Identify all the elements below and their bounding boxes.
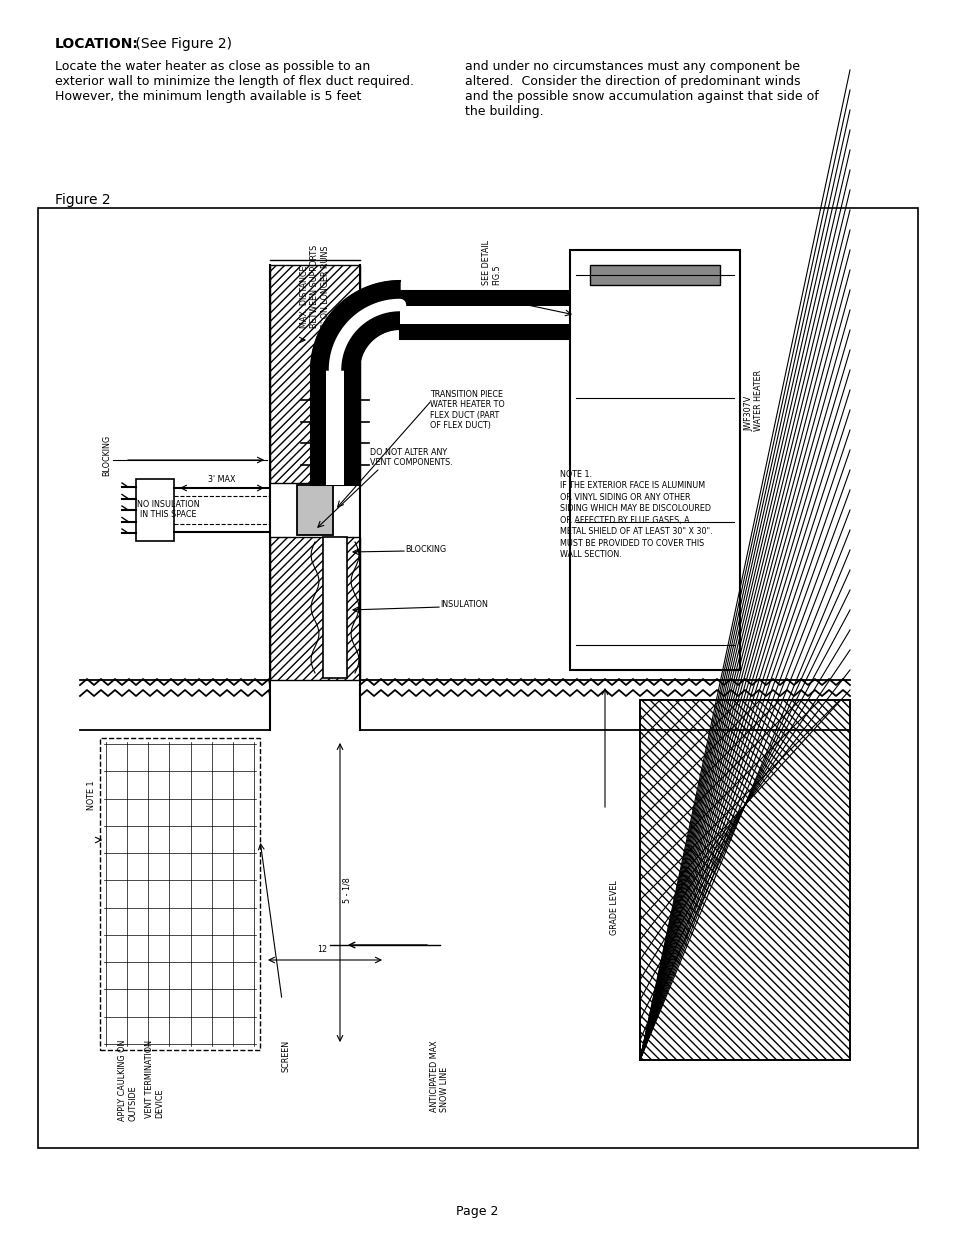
- Text: GRADE LEVEL: GRADE LEVEL: [609, 881, 618, 935]
- Bar: [270, 266, 359, 483]
- Text: LOCATION:: LOCATION:: [55, 37, 139, 51]
- Text: altered.  Consider the direction of predominant winds: altered. Consider the direction of predo…: [464, 75, 800, 88]
- Bar: [326, 370, 344, 485]
- Text: VENT TERMINATION
DEVICE: VENT TERMINATION DEVICE: [145, 1040, 164, 1118]
- Bar: [270, 537, 359, 680]
- Bar: [136, 479, 173, 541]
- Polygon shape: [311, 282, 399, 370]
- Text: and the possible snow accumulation against that side of: and the possible snow accumulation again…: [464, 90, 818, 103]
- Text: Locate the water heater as close as possible to an: Locate the water heater as close as poss…: [55, 61, 370, 73]
- Text: DO NOT ALTER ANY
VENT COMPONENTS.: DO NOT ALTER ANY VENT COMPONENTS.: [370, 448, 453, 467]
- Bar: [323, 537, 347, 678]
- Text: SEE DETAIL
FIG.5: SEE DETAIL FIG.5: [481, 240, 501, 285]
- Bar: [296, 485, 333, 535]
- Text: BLOCKING: BLOCKING: [102, 435, 112, 475]
- Text: JWF307V
WATER HEATER: JWF307V WATER HEATER: [743, 370, 762, 431]
- Bar: [311, 370, 358, 485]
- Bar: [399, 306, 579, 324]
- Text: APPLY CAULKING ON
OUTSIDE: APPLY CAULKING ON OUTSIDE: [118, 1040, 137, 1121]
- Bar: [38, 207, 917, 1149]
- Text: ANTICIPATED MAX
SNOW LINE: ANTICIPATED MAX SNOW LINE: [430, 1040, 449, 1112]
- Text: NOTE 1: NOTE 1: [88, 781, 96, 809]
- Text: the building.: the building.: [464, 105, 543, 119]
- Text: 5 - 1/8: 5 - 1/8: [343, 877, 352, 903]
- Bar: [100, 739, 260, 1050]
- Text: However, the minimum length available is 5 feet: However, the minimum length available is…: [55, 90, 361, 103]
- Bar: [569, 249, 740, 671]
- Text: exterior wall to minimize the length of flex duct required.: exterior wall to minimize the length of …: [55, 75, 414, 88]
- Bar: [639, 700, 849, 1060]
- Bar: [589, 266, 720, 285]
- Text: NOTE 1.
IF THE EXTERIOR FACE IS ALUMINUM
OR VINYL SIDING OR ANY OTHER
SIDING WHI: NOTE 1. IF THE EXTERIOR FACE IS ALUMINUM…: [559, 471, 712, 559]
- Text: BLOCKING: BLOCKING: [405, 545, 446, 555]
- Text: and under no circumstances must any component be: and under no circumstances must any comp…: [464, 61, 800, 73]
- Bar: [399, 291, 579, 338]
- Text: (See Figure 2): (See Figure 2): [131, 37, 232, 51]
- Text: NO INSULATION
IN THIS SPACE: NO INSULATION IN THIS SPACE: [136, 500, 199, 520]
- Text: 3' MAX: 3' MAX: [208, 475, 235, 484]
- Text: TRANSITION PIECE
WATER HEATER TO
FLEX DUCT (PART
OF FLEX DUCT): TRANSITION PIECE WATER HEATER TO FLEX DU…: [430, 390, 504, 430]
- Text: 12: 12: [316, 945, 327, 953]
- Text: Page 2: Page 2: [456, 1205, 497, 1218]
- Text: MAX. DISTANCE
BETWEEN SUPPORTS
3' ON LONGER RUNS: MAX. DISTANCE BETWEEN SUPPORTS 3' ON LON…: [299, 245, 330, 329]
- Text: SCREEN: SCREEN: [282, 1040, 291, 1072]
- Text: Figure 2: Figure 2: [55, 193, 111, 207]
- Text: INSULATION: INSULATION: [439, 600, 487, 609]
